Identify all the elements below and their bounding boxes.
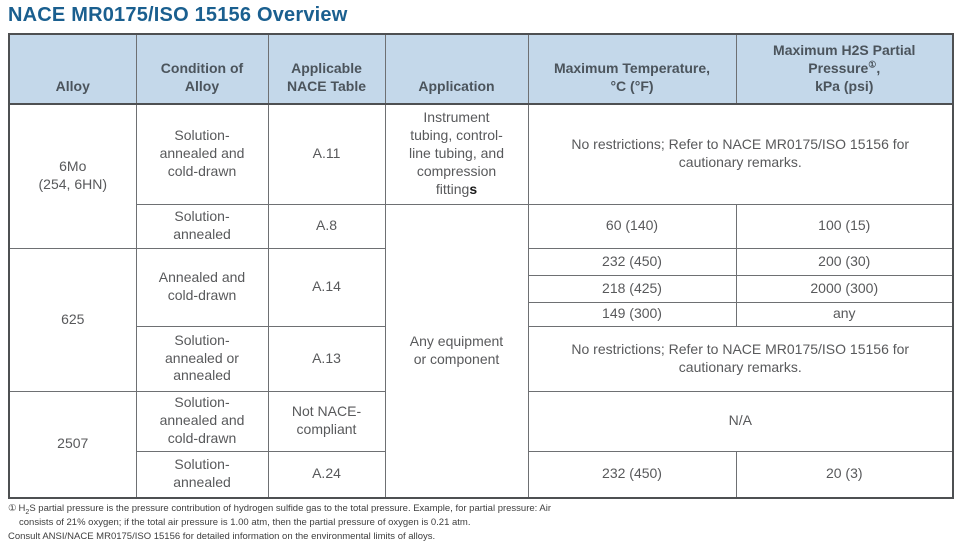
cell-condition: Annealed and cold-drawn bbox=[135, 247, 269, 327]
cell-nace-table: A.13 bbox=[267, 325, 386, 392]
cell-nace-table: Not NACE- compliant bbox=[267, 390, 386, 452]
cell-alloy-625: 625 bbox=[8, 247, 137, 392]
header-application: Application bbox=[384, 33, 529, 105]
header-alloy: Alloy bbox=[8, 33, 137, 105]
cell-alloy-2507: 2507 bbox=[8, 390, 137, 499]
header-pressure-unit: kPa (psi) bbox=[815, 78, 874, 95]
cell-environment-limits: No restrictions; Refer to NACE MR0175/IS… bbox=[527, 325, 954, 392]
footnote-formula-sub: 2 bbox=[25, 508, 30, 516]
cell-condition: Solution- annealed and cold-drawn bbox=[135, 390, 269, 452]
page-title: NACE MR0175/ISO 15156 Overview bbox=[8, 4, 348, 26]
application-text-suffix: s bbox=[469, 181, 478, 198]
cell-environment-limits: N/A bbox=[527, 390, 954, 452]
header-pressure-comma: , bbox=[876, 60, 881, 77]
cell-environment-limits: No restrictions; Refer to NACE MR0175/IS… bbox=[527, 103, 954, 205]
cell-nace-table: A.14 bbox=[267, 247, 386, 327]
header-nace-table: Applicable NACE Table bbox=[267, 33, 386, 105]
cell-max-temperature: 60 (140) bbox=[527, 203, 737, 249]
table-row: 149 (300) any bbox=[9, 301, 954, 327]
cell-max-pressure: 20 (3) bbox=[735, 450, 954, 499]
cell-condition: Solution- annealed bbox=[135, 450, 269, 499]
footnotes: ① H2S partial pressure is the pressure co… bbox=[8, 503, 648, 544]
header-max-temperature: Maximum Temperature, °C (°F) bbox=[527, 33, 737, 105]
header-pressure-line1: Maximum H2S Partial bbox=[773, 42, 916, 59]
header-pressure-word: Pressure bbox=[808, 60, 869, 77]
cell-max-pressure: any bbox=[735, 301, 954, 327]
cell-application: Instrument tubing, control- line tubing,… bbox=[384, 103, 529, 205]
cell-max-temperature: 218 (425) bbox=[527, 274, 737, 303]
table-row: 6Mo (254, 6HN) Solution- annealed and co… bbox=[8, 103, 954, 249]
footnote-marker-icon: ① bbox=[868, 59, 877, 70]
footnote-text-line2: consists of 21% oxygen; if the total air… bbox=[19, 516, 471, 528]
overview-table: Alloy Condition of Alloy Applicable NACE… bbox=[8, 33, 954, 499]
cell-max-temperature: 232 (450) bbox=[527, 247, 737, 276]
footnote-h2s: ① H2S partial pressure is the pressure co… bbox=[8, 503, 648, 529]
footnote-consult: Consult ANSI/NACE MR0175/ISO 15156 for d… bbox=[8, 531, 436, 543]
cell-max-pressure: 2000 (300) bbox=[735, 274, 954, 303]
application-text: Instrument tubing, control- line tubing,… bbox=[409, 109, 504, 198]
cell-condition: Solution- annealed and cold-drawn bbox=[135, 103, 269, 205]
footnote-text-line1: S partial pressure is the pressure contr… bbox=[29, 503, 552, 514]
header-condition: Condition of Alloy bbox=[135, 33, 269, 105]
footnote-formula: H bbox=[18, 503, 26, 514]
cell-max-pressure: 100 (15) bbox=[735, 203, 954, 249]
cell-nace-table: A.11 bbox=[267, 103, 386, 205]
table-row: Solution- annealed A.24 232 (450) 20 (3) bbox=[9, 450, 954, 499]
cell-max-temperature: 149 (300) bbox=[527, 301, 737, 327]
cell-alloy-6mo: 6Mo (254, 6HN) bbox=[8, 103, 137, 249]
table-row: 2507 Solution- annealed and cold-drawn N… bbox=[8, 390, 954, 499]
header-max-h2s-pressure: Maximum H2S Partial Pressure①, kPa (psi) bbox=[735, 33, 954, 105]
cell-max-temperature: 232 (450) bbox=[527, 450, 737, 499]
cell-nace-table: A.24 bbox=[267, 450, 386, 499]
table-row: 625 Annealed and cold-drawn A.14 232 (45… bbox=[8, 247, 954, 392]
header-row: Alloy Condition of Alloy Applicable NACE… bbox=[8, 33, 954, 105]
cell-nace-table: A.8 bbox=[267, 203, 386, 249]
footnote-marker-icon: ① bbox=[8, 503, 17, 514]
table-row: Solution- annealed A.8 Any equipment or … bbox=[9, 203, 954, 499]
cell-application-merged: Any equipment or component bbox=[384, 203, 529, 499]
cell-condition: Solution- annealed or annealed bbox=[135, 325, 269, 392]
table-row: Solution- annealed or annealed A.13 No r… bbox=[9, 325, 954, 392]
cell-max-pressure: 200 (30) bbox=[735, 247, 954, 276]
table-row: 218 (425) 2000 (300) bbox=[9, 274, 954, 303]
cell-condition: Solution- annealed bbox=[135, 203, 269, 249]
